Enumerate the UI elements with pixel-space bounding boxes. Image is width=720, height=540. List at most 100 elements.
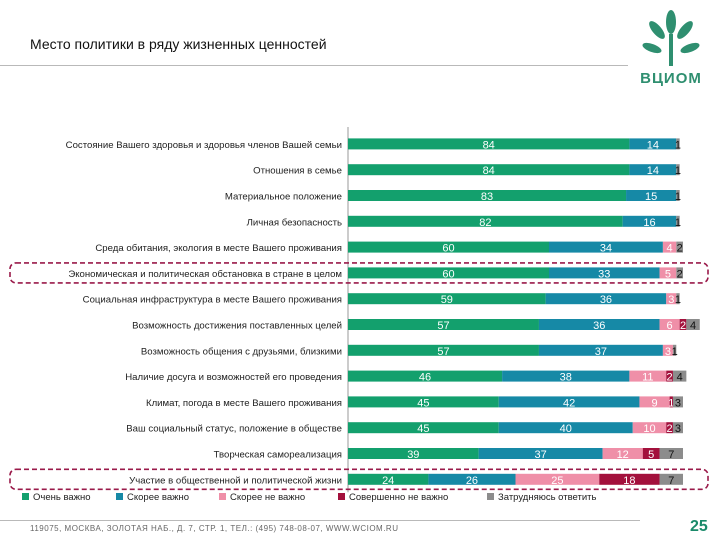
data-label: 7 — [668, 449, 674, 461]
data-label: 3 — [675, 397, 681, 409]
category-label: Социальная инфраструктура в месте Вашего… — [83, 295, 342, 306]
bar-segment — [676, 190, 680, 201]
bar-segment — [666, 422, 673, 434]
data-label: 2 — [677, 268, 683, 280]
bar-segment — [348, 190, 627, 201]
legend-swatch — [219, 493, 226, 500]
data-label: 15 — [645, 191, 657, 203]
category-label: Отношения в семье — [253, 166, 342, 177]
bar-segment — [498, 396, 640, 408]
bar-segment — [669, 396, 673, 408]
data-label: 42 — [563, 397, 575, 409]
bar-segment — [549, 241, 663, 253]
bar-segment — [672, 422, 683, 434]
data-label: 4 — [677, 372, 683, 384]
data-label: 1 — [675, 165, 681, 177]
data-label: 45 — [417, 397, 429, 409]
bar-segment — [672, 344, 677, 356]
data-label: 3 — [668, 294, 674, 306]
data-label: 83 — [481, 191, 493, 203]
bar-segment — [348, 293, 546, 305]
data-label: 7 — [668, 475, 674, 487]
bar-segment — [672, 396, 683, 408]
legend-swatch — [116, 493, 123, 500]
highlight-frame — [9, 262, 709, 284]
category-label: Климат, погода в месте Вашего проживания — [146, 398, 342, 409]
data-label: 57 — [437, 320, 449, 332]
bar-segment — [498, 422, 633, 434]
data-label: 57 — [437, 346, 449, 358]
bar-segment — [676, 215, 680, 227]
data-label: 4 — [667, 243, 673, 255]
bar-segment — [622, 215, 677, 227]
bar-segment — [679, 319, 687, 330]
bar-segment — [676, 164, 680, 176]
category-label: Творческая самореализация — [214, 450, 342, 461]
data-label: 38 — [560, 372, 572, 384]
legend-label: Скорее не важно — [230, 492, 305, 503]
bar-segment — [676, 241, 683, 253]
data-label: 18 — [623, 475, 635, 487]
category-label: Возможность достижения поставленных целе… — [132, 321, 342, 332]
data-label: 82 — [479, 217, 491, 229]
bar-segment — [632, 422, 667, 434]
data-label: 46 — [419, 372, 431, 384]
data-label: 9 — [651, 397, 657, 409]
data-label: 1 — [668, 397, 674, 409]
legend-label: Совершенно не важно — [349, 492, 448, 503]
data-label: 34 — [600, 243, 612, 255]
bar-segment — [428, 473, 516, 485]
bar-segment — [686, 319, 700, 330]
bar-segment — [348, 473, 429, 485]
data-label: 3 — [675, 423, 681, 435]
legend-swatch — [22, 493, 29, 500]
data-label: 14 — [647, 139, 659, 151]
legend-swatch — [338, 493, 345, 500]
category-label: Состояние Вашего здоровья и здоровья чле… — [66, 140, 342, 151]
bar-segment — [659, 448, 683, 459]
data-label: 5 — [648, 449, 654, 461]
bar-segment — [348, 396, 499, 408]
bar-segment — [659, 319, 680, 330]
legend-label: Затрудняюсь ответить — [498, 492, 597, 503]
category-label: Участие в общественной и политической жи… — [129, 475, 342, 486]
data-label: 4 — [690, 320, 696, 332]
bar-segment — [538, 319, 660, 330]
bar-segment — [662, 241, 677, 253]
bar-segment — [348, 370, 503, 382]
data-label: 3 — [665, 346, 671, 358]
bar-segment — [549, 267, 660, 279]
bar-segment — [659, 473, 683, 485]
bar-segment — [602, 448, 643, 459]
category-label: Личная безопасность — [247, 217, 342, 228]
page-title: Место политики в ряду жизненных ценносте… — [30, 36, 327, 52]
bar-segment — [599, 473, 660, 485]
data-label: 60 — [442, 268, 454, 280]
bar-segment — [676, 293, 680, 305]
bar-segment — [676, 267, 683, 279]
data-label: 84 — [483, 139, 495, 151]
data-label: 10 — [643, 423, 655, 435]
data-label: 5 — [665, 268, 671, 280]
data-label: 24 — [382, 475, 394, 487]
data-label: 1 — [675, 217, 681, 229]
data-label: 1 — [672, 346, 678, 358]
data-label: 2 — [667, 423, 673, 435]
bar-segment — [348, 319, 539, 330]
data-label: 36 — [600, 294, 612, 306]
data-label: 1 — [675, 191, 681, 203]
page-number: 25 — [690, 518, 708, 535]
data-label: 37 — [535, 449, 547, 461]
bar-segment — [478, 448, 603, 459]
data-label: 26 — [466, 475, 478, 487]
bar-segment — [515, 473, 600, 485]
bar-segment — [538, 344, 663, 356]
data-label: 36 — [593, 320, 605, 332]
data-label: 12 — [617, 449, 629, 461]
data-label: 45 — [417, 423, 429, 435]
data-label: 60 — [442, 243, 454, 255]
footer-address: 119075, МОСКВА, ЗОЛОТАЯ НАБ., Д. 7, СТР.… — [30, 524, 399, 533]
data-label: 2 — [677, 243, 683, 255]
legend-swatch — [487, 493, 494, 500]
